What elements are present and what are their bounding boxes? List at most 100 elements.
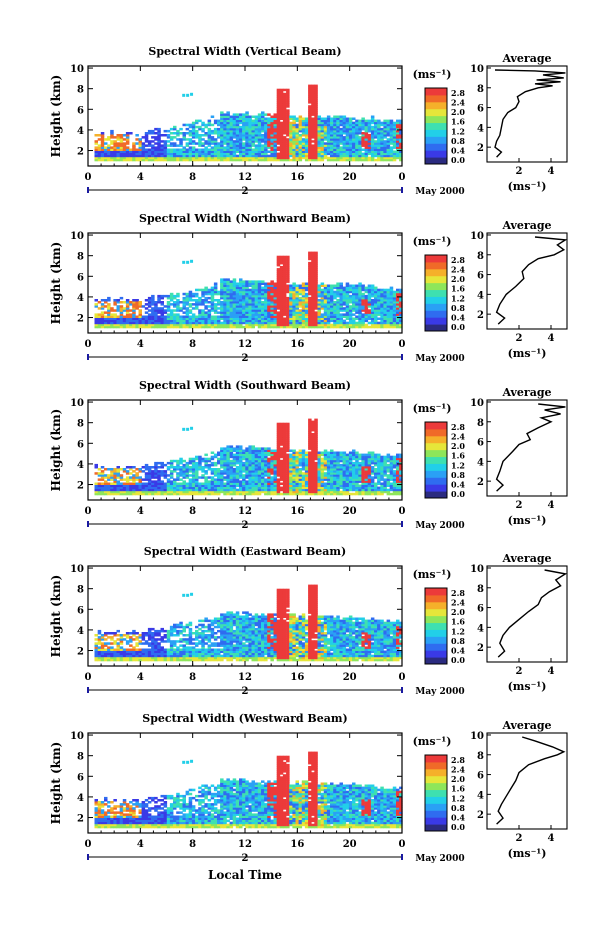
heatmap-cell	[333, 301, 337, 304]
heatmap-cell	[261, 119, 265, 123]
heatmap-cell	[107, 468, 111, 471]
heatmap-cell	[358, 148, 362, 151]
heatmap-cell	[279, 459, 284, 463]
heatmap-cell	[279, 150, 284, 153]
heatmap-cell	[264, 148, 268, 151]
heatmap-cell	[311, 136, 315, 139]
heatmap-cell	[210, 148, 215, 151]
heatmap-cell	[333, 138, 337, 141]
heatmap-cell	[160, 294, 164, 298]
heatmap-cell	[380, 156, 384, 160]
heatmap-cell	[201, 129, 205, 133]
heatmap-cell	[399, 125, 403, 129]
heatmap-cell	[147, 156, 152, 160]
heatmap-cell	[289, 125, 293, 129]
heatmap-cell	[254, 121, 259, 125]
heatmap-cell	[94, 472, 98, 475]
heatmap-cell	[380, 127, 384, 131]
heatmap-cell	[207, 148, 212, 151]
heatmap-cell	[282, 123, 287, 127]
heatmap-cell	[232, 150, 237, 153]
heatmap-cell	[191, 303, 196, 306]
heatmap-cell	[147, 466, 152, 469]
heatmap-cell	[201, 482, 205, 485]
heatmap-cell	[396, 288, 400, 292]
heatmap-cell	[282, 154, 287, 158]
heatmap-cell	[191, 158, 196, 162]
heatmap-cell	[396, 119, 400, 123]
heatmap-cell	[125, 148, 130, 151]
heatmap-cell	[251, 127, 255, 131]
heatmap-cell	[389, 286, 394, 290]
heatmap-cell	[286, 117, 290, 120]
heatmap-cell	[163, 150, 168, 153]
heatmap-cell	[191, 154, 196, 158]
heatmap-cell	[188, 125, 193, 129]
heatmap-cell	[355, 132, 359, 135]
heatmap-cell	[282, 144, 287, 147]
heatmap-cell	[348, 119, 353, 123]
heatmap-cell	[314, 96, 318, 100]
heatmap-cell	[323, 150, 328, 153]
heatmap-cell	[311, 154, 315, 158]
heatmap-cell	[94, 156, 98, 160]
heatmap-cell	[399, 154, 403, 158]
heatmap-cell	[289, 154, 293, 158]
heatmap-cell	[245, 113, 249, 116]
heatmap-cell	[185, 148, 190, 151]
heatmap-cell	[330, 146, 334, 149]
profile-x-tick-label: 4	[548, 333, 555, 344]
heatmap-cell	[160, 140, 164, 143]
heatmap-cell	[267, 127, 271, 131]
heatmap-cell	[311, 134, 315, 137]
heatmap-cell	[282, 121, 287, 125]
heatmap-cell	[292, 121, 296, 125]
heatmap-cell	[104, 311, 108, 314]
heatmap-cell	[282, 92, 287, 96]
heatmap-cell	[166, 150, 171, 153]
heatmap-cell	[355, 158, 359, 162]
heatmap-cell	[295, 127, 299, 131]
heatmap-cell	[333, 154, 337, 158]
heatmap-cell	[138, 148, 142, 151]
heatmap-cell	[396, 142, 400, 145]
heatmap-cell	[251, 115, 255, 118]
heatmap-cell	[342, 138, 347, 141]
heatmap-cell	[100, 152, 105, 156]
heatmap-cell	[116, 152, 120, 156]
heatmap-cell	[317, 123, 321, 127]
heatmap-cell	[254, 144, 259, 147]
heatmap-cell	[267, 121, 271, 125]
heatmap-cell	[226, 136, 230, 139]
heatmap-cell	[264, 158, 268, 162]
heatmap-cell	[345, 142, 350, 145]
heatmap-cell	[348, 127, 353, 131]
y-axis-label: Height (km)	[49, 75, 63, 158]
heatmap-cell	[345, 144, 350, 147]
heatmap-cell	[257, 125, 262, 129]
heatmap-cell	[323, 127, 328, 131]
heatmap-cell	[267, 282, 271, 285]
heatmap-cell	[386, 127, 391, 131]
heatmap-cell	[151, 148, 155, 151]
heatmap-cell	[389, 136, 394, 139]
heatmap-cell	[314, 125, 318, 129]
heatmap-cell	[239, 129, 243, 133]
heatmap-cell	[144, 136, 149, 139]
heatmap-cell	[169, 158, 174, 162]
heatmap-cell	[374, 154, 378, 158]
heatmap-cell	[383, 154, 387, 158]
heatmap-cell	[201, 154, 205, 158]
heatmap-cell	[292, 150, 296, 153]
heatmap-cell	[254, 447, 259, 450]
heatmap-cell	[330, 127, 334, 131]
heatmap-cell	[104, 323, 108, 327]
heatmap-cell	[358, 150, 362, 153]
heatmap-cell	[276, 156, 281, 160]
heatmap-cell	[151, 466, 155, 469]
heatmap-cell	[226, 123, 230, 127]
panel-title: Spectral Width (Northward Beam)	[139, 212, 351, 225]
heatmap-cell	[345, 146, 350, 149]
heatmap-cell	[264, 119, 268, 123]
heatmap-cell	[245, 144, 249, 147]
